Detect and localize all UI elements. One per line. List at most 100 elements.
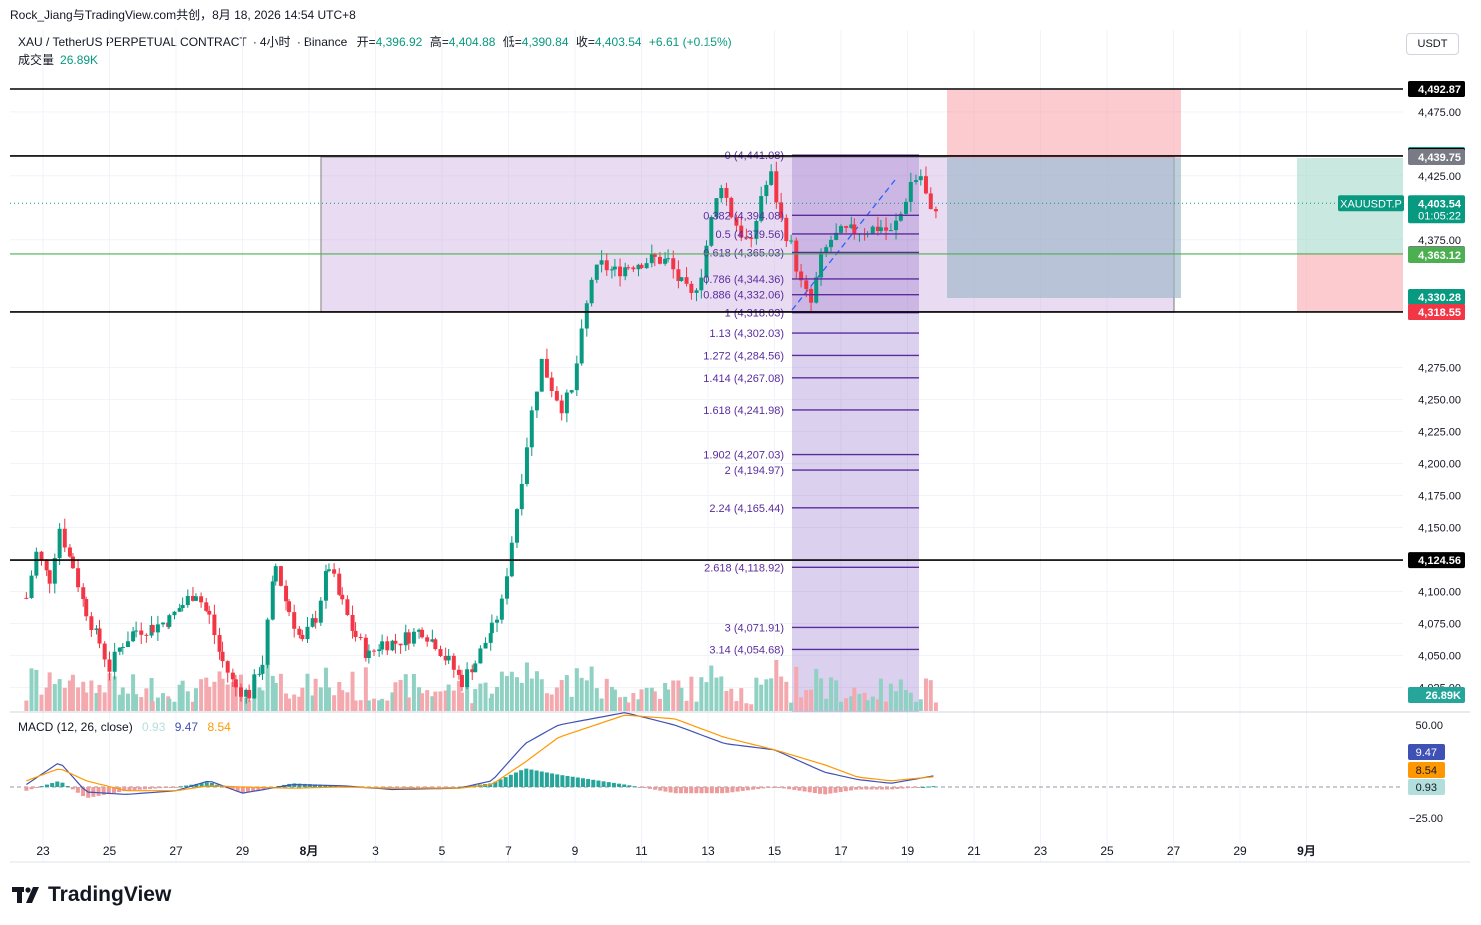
volume-bar (287, 698, 292, 711)
macd-hist-bar (60, 782, 65, 787)
macd-title[interactable]: MACD (12, 26, close) (18, 720, 133, 734)
candle-body (84, 599, 89, 617)
time-tick-label: 23 (36, 844, 50, 858)
macd-hist-bar (751, 787, 756, 790)
macd-hist-bar (807, 787, 812, 793)
price-label-badge (1408, 81, 1465, 97)
candle-body (657, 256, 662, 264)
candle-body (724, 188, 729, 198)
macd-hist-bar (617, 783, 622, 787)
candle-body (260, 664, 265, 674)
candle-body (923, 176, 928, 194)
macd-pane (10, 712, 1403, 798)
candle-body (784, 217, 789, 242)
volume-bar (247, 700, 252, 711)
price-label-badge (1408, 288, 1465, 305)
macd-hist-bar (400, 787, 405, 789)
candle-body (514, 509, 519, 543)
candle-body (417, 629, 422, 632)
candle-body (24, 597, 29, 599)
macd-hist-bar (127, 787, 132, 791)
candle-body (212, 614, 217, 636)
volume-bar (177, 684, 182, 711)
macd-hist-bar (740, 787, 745, 791)
volume-bar (353, 700, 358, 711)
volume-bar (865, 700, 870, 711)
price-tick-label: 4,200.00 (1418, 459, 1461, 471)
macd-hist-bar (859, 787, 864, 790)
volume-bar (714, 677, 719, 711)
candle-body (671, 258, 676, 270)
candle-body (300, 634, 305, 640)
volume-bar (34, 669, 39, 711)
macd-hist-bar (508, 774, 513, 787)
currency-button[interactable]: USDT (1406, 33, 1459, 55)
macd-hist-bar (34, 787, 39, 788)
candle-body (609, 269, 614, 271)
candle-body (233, 679, 238, 688)
time-tick-label: 15 (768, 844, 782, 858)
volume-bar (120, 687, 125, 711)
candle-body (794, 240, 799, 272)
volume-bar (759, 684, 764, 711)
volume-bar (225, 684, 230, 711)
volume-bar (754, 677, 759, 711)
fib-level-label: 0.5 (4,379.56) (716, 229, 785, 241)
volume-bar (544, 693, 549, 711)
symbol-name[interactable]: XAU / TetherUS PERPETUAL CONTRACT (18, 35, 247, 49)
symbol-exchange: Binance (303, 35, 348, 49)
candle-body (759, 196, 764, 221)
candle-body (604, 260, 609, 271)
macd-hist-bar (539, 771, 544, 787)
fib-level-label: 3.14 (4,054.68) (709, 644, 784, 656)
candle-body (270, 581, 275, 620)
close-label: 收= (575, 35, 595, 49)
candle-body (76, 568, 81, 588)
candle-body (844, 226, 849, 228)
symbol-interval[interactable]: 4小时 (259, 35, 291, 49)
volume-bar (62, 687, 67, 711)
macd-hist-bar (106, 787, 111, 794)
candle-body (888, 230, 893, 232)
change-value: +6.61 (+0.15%) (648, 35, 732, 49)
candle-body (120, 647, 125, 649)
candle-body (904, 201, 909, 214)
volume-bar (144, 688, 149, 711)
tradingview-logo[interactable]: TradingView (12, 883, 171, 907)
close-value: 4,403.54 (594, 35, 642, 49)
candle-body (278, 566, 283, 586)
volume-bar (764, 679, 769, 711)
volume-bar (824, 698, 829, 711)
macd-hist-bar (812, 787, 817, 794)
candle-body (459, 674, 464, 688)
macd-hist-bar (709, 787, 714, 794)
candle-body (438, 649, 443, 657)
candle-body (177, 608, 182, 612)
volume-bar (774, 659, 779, 711)
volume-bar (451, 690, 456, 711)
volume-bar (76, 687, 81, 711)
volume-bar (107, 673, 112, 711)
macd-hist-bar (854, 787, 859, 790)
macd-hist-bar (864, 787, 869, 790)
volume-bar (204, 677, 209, 711)
macd-hist-bar (694, 787, 699, 794)
macd-hist-bar (519, 770, 524, 787)
candle-body (488, 633, 493, 643)
volume-bar (626, 702, 631, 711)
volume-bar (57, 679, 62, 711)
candle-body (870, 226, 875, 234)
macd-hist-bar (895, 787, 900, 789)
volume-bar (862, 692, 867, 711)
candle-body (230, 672, 235, 680)
macd-hist-bar (689, 787, 694, 794)
candle-body (913, 180, 918, 182)
macd-value-text: 9.47 (1416, 747, 1437, 759)
volume-bar (923, 678, 928, 711)
candle-body (102, 643, 107, 660)
candle-body (305, 626, 310, 640)
volume-label[interactable]: 成交量 (18, 53, 55, 67)
candle-body (134, 630, 139, 632)
macd-hist-bar (178, 786, 183, 788)
